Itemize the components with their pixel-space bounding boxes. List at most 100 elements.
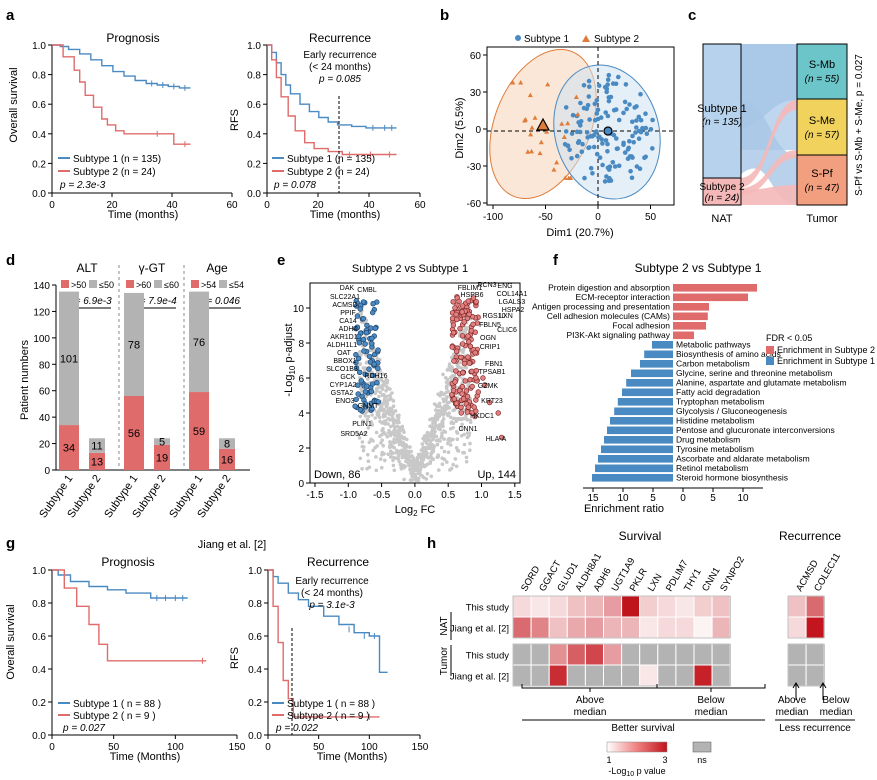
volcano-point-up bbox=[458, 410, 464, 416]
y-tick-label: 60 bbox=[39, 387, 51, 398]
enrich-term: Glycine, serine and threonine metabolism bbox=[676, 368, 832, 378]
enrich-term: Pentose and glucuronate interconversions bbox=[676, 425, 835, 435]
volcano-point-down bbox=[370, 301, 376, 307]
pca-point-subtype2 bbox=[527, 92, 533, 98]
h-above: Above bbox=[576, 695, 605, 706]
h-scale-max: 3 bbox=[662, 755, 667, 765]
sankey-node-smb bbox=[796, 43, 848, 100]
sankey-node-s1 bbox=[702, 43, 742, 179]
volcano-point-down bbox=[369, 381, 376, 387]
volcano-point-up bbox=[464, 409, 471, 415]
h-cell bbox=[657, 595, 677, 618]
volcano-point-ns bbox=[380, 372, 385, 376]
panel-h-heatmap: Survival Recurrence SORDGGACTGLUD1ALDH8A… bbox=[439, 529, 855, 778]
volcano-point-up bbox=[468, 328, 474, 334]
annot-early: Early recurrence bbox=[295, 576, 369, 587]
volcano-point-ns bbox=[386, 422, 390, 426]
volcano-up: Up, 144 bbox=[477, 469, 516, 481]
pca-point-subtype1 bbox=[628, 168, 633, 174]
enrich-bar-subtype2 bbox=[673, 322, 706, 330]
volcano-point-ns bbox=[465, 431, 470, 435]
pca-point-subtype2 bbox=[528, 131, 534, 137]
h-less: Less recurrence bbox=[779, 723, 851, 734]
pca-point-subtype1 bbox=[580, 141, 585, 147]
sankey-side-text: S-Pf vs S-Mb + S-Me, p = 0.027 bbox=[854, 54, 865, 196]
h-cell bbox=[548, 595, 568, 618]
h-cell bbox=[548, 643, 568, 666]
volcano-point-down bbox=[364, 383, 370, 389]
volcano-point-ns bbox=[444, 390, 449, 395]
volcano-point-ns bbox=[371, 439, 375, 443]
volcano-gene-label: SLCO1B3 bbox=[326, 366, 358, 373]
volcano-point-ns bbox=[375, 411, 380, 415]
volcano-point-ns bbox=[382, 414, 387, 418]
enrich-bar-subtype1 bbox=[640, 360, 673, 368]
enrich-term: Alanine, aspartate and glutamate metabol… bbox=[676, 378, 847, 388]
volcano-point-ns bbox=[392, 437, 397, 441]
volcano-point-ns bbox=[383, 432, 388, 436]
volcano-point-ns bbox=[379, 441, 383, 445]
volcano-point-ns bbox=[359, 386, 363, 391]
km-xlabel: Time (months) bbox=[108, 209, 179, 221]
volcano-point-ns bbox=[377, 371, 381, 375]
h-cell bbox=[657, 664, 677, 687]
x-tick-label: 20 bbox=[106, 200, 118, 211]
volcano-point-ns bbox=[400, 455, 405, 460]
h-group-tumor: Tumor bbox=[439, 646, 450, 675]
pca-point-subtype1 bbox=[563, 105, 569, 110]
pca-point-subtype1 bbox=[627, 102, 632, 107]
bar-low bbox=[89, 438, 105, 453]
volcano-point-ns bbox=[377, 394, 381, 399]
volcano-point-ns bbox=[428, 442, 433, 447]
enrich-bar-subtype1 bbox=[622, 388, 673, 397]
d-pvalue: p = 6.9e-3 bbox=[65, 296, 112, 307]
volcano-point-down bbox=[370, 372, 376, 379]
volcano-point-ns bbox=[380, 432, 384, 437]
pca-point-subtype1 bbox=[602, 179, 608, 184]
volcano-point-ns bbox=[380, 465, 384, 470]
h-cell bbox=[805, 616, 825, 639]
volcano-point-ns bbox=[440, 421, 445, 425]
pca-legend-1: Subtype 1 bbox=[524, 34, 569, 45]
pca-point-subtype1 bbox=[594, 111, 600, 116]
h-gene-label: LXN bbox=[646, 572, 665, 594]
km-legend-1: Subtype 1 ( n = 88 ) bbox=[287, 699, 375, 710]
volcano-point-ns bbox=[440, 431, 444, 436]
volcano-point-ns bbox=[451, 426, 455, 430]
volcano-point-down bbox=[356, 333, 362, 339]
pca-point-subtype2 bbox=[562, 175, 568, 180]
volcano-point-down bbox=[362, 341, 368, 347]
enrich-bar-subtype1 bbox=[614, 407, 673, 416]
volcano-point-ns bbox=[357, 362, 362, 367]
x-tick-label: 100 bbox=[361, 742, 378, 753]
volcano-point-ns bbox=[366, 414, 371, 419]
volcano-ylabel: -Log10 p-adjust bbox=[283, 323, 297, 396]
enrich-term: Protein digestion and absorption bbox=[548, 283, 670, 293]
node-label: S-Pf bbox=[811, 168, 833, 180]
annot-p: p = 3.1e-3 bbox=[308, 600, 355, 611]
volcano-gene-label: BBOX1 bbox=[333, 358, 356, 365]
h-ns-swatch bbox=[692, 741, 712, 753]
km-curve-subtype2 bbox=[267, 44, 397, 156]
volcano-point-up bbox=[469, 368, 475, 374]
pca-point-subtype1 bbox=[562, 142, 568, 147]
pca-point-subtype1 bbox=[629, 175, 635, 181]
h-cell bbox=[621, 595, 641, 618]
pca-point-subtype1 bbox=[584, 130, 590, 135]
h-cell bbox=[675, 643, 695, 666]
volcano-point-ns bbox=[421, 458, 426, 462]
volcano-point-ns bbox=[365, 417, 370, 422]
volcano-gene-label: FBN1 bbox=[485, 361, 503, 368]
volcano-point-ns bbox=[438, 404, 442, 409]
volcano-point-ns bbox=[400, 424, 405, 429]
volcano-point-ns bbox=[421, 447, 426, 451]
volcano-gene-label: COL14A1 bbox=[497, 291, 528, 298]
volcano-point-ns bbox=[428, 455, 432, 460]
volcano-point-down bbox=[362, 401, 368, 407]
pca-point-subtype1 bbox=[585, 135, 590, 140]
bar-value-low: 78 bbox=[128, 339, 140, 351]
enrich-term: Carbon metabolism bbox=[676, 359, 750, 369]
volcano-point-ns bbox=[398, 462, 403, 467]
x-tick-label: 0 bbox=[595, 212, 601, 223]
volcano-point-ns bbox=[361, 366, 366, 370]
